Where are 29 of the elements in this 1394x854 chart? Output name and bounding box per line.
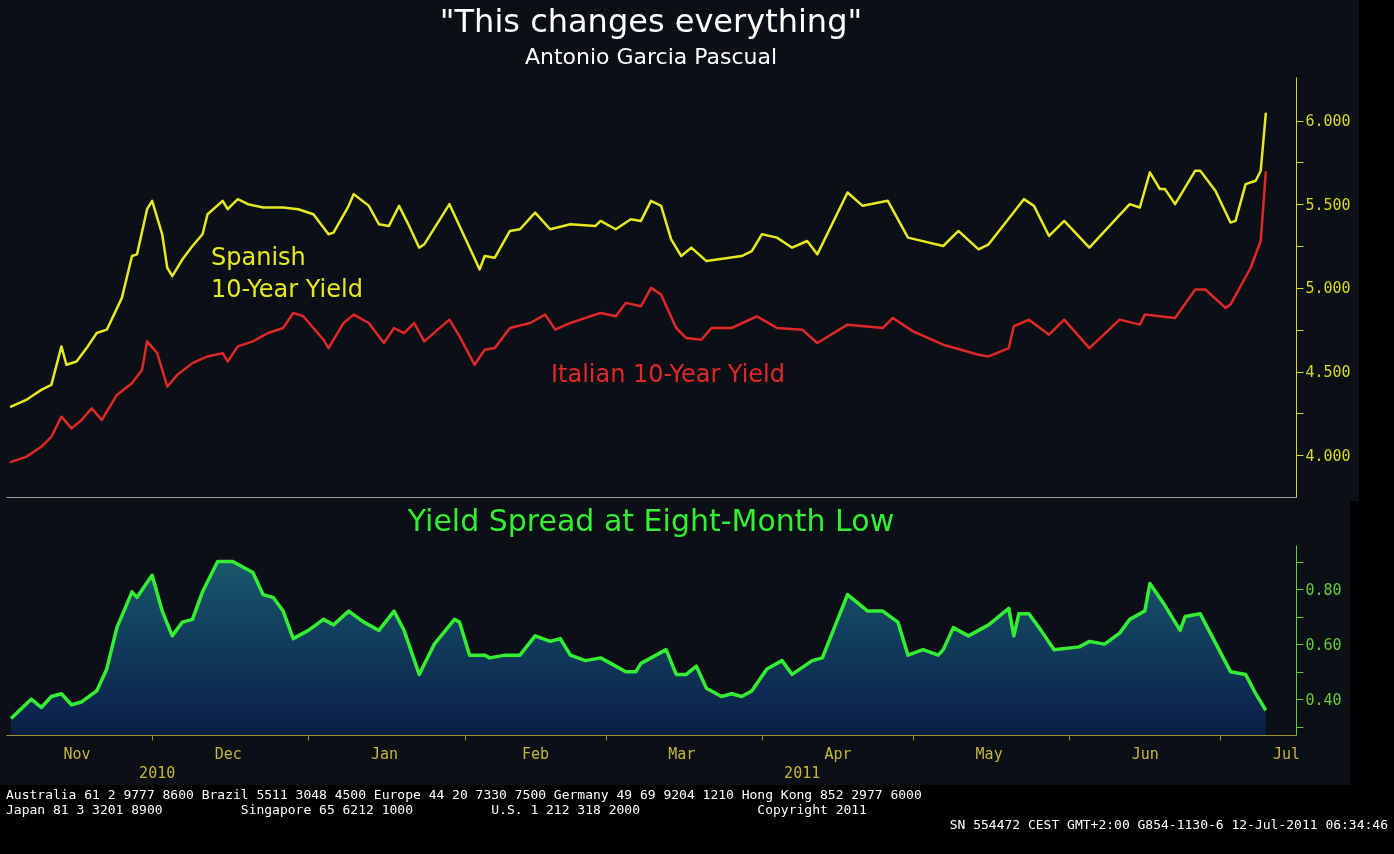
x-tick-label: May bbox=[975, 744, 1003, 763]
y-tick-label: 0.80 bbox=[1305, 580, 1342, 599]
y-tick-label: 4.500 bbox=[1305, 363, 1351, 381]
text: Australia 61 2 9777 8600 Brazil 5511 3048 4500 Europe 44 20 7330 7500 Germany 49 69 9204 1210 Hong Kong 852 2977 6000 bbox=[6, 787, 923, 802]
y-tick-label: 5.000 bbox=[1305, 279, 1351, 298]
line-series bbox=[9, 171, 1268, 464]
chart-title: Yield Spread at Eight-Month Low bbox=[406, 503, 895, 538]
series-label: Italian 10-Year Yield bbox=[551, 360, 786, 389]
x-tick-label: Jul bbox=[1272, 744, 1300, 763]
series-label: Spanish 10-Year Yield bbox=[211, 242, 363, 303]
x-tick-label: Mar bbox=[668, 744, 696, 763]
x-tick-label: Feb bbox=[522, 744, 550, 763]
line-series bbox=[9, 112, 1268, 408]
y-tick-label: 6.000 bbox=[1305, 112, 1351, 131]
x-tick-label: Jun bbox=[1131, 744, 1159, 763]
chart-subtitle: Antonio Garcia Pascual bbox=[524, 44, 778, 69]
y-tick-label: 0.40 bbox=[1305, 690, 1342, 709]
text: 2011 bbox=[784, 764, 821, 782]
text: 2010 bbox=[139, 764, 176, 782]
x-tick-label: Nov bbox=[63, 744, 91, 763]
x-tick-label: Apr bbox=[824, 744, 852, 763]
chart-title: "This changes everything" bbox=[439, 2, 863, 40]
y-tick-label: 0.60 bbox=[1305, 635, 1342, 654]
y-tick-label: 5.500 bbox=[1305, 195, 1351, 214]
text: Japan 81 3 3201 8900 Singapore 65 6212 1000 U.S. 1 212 318 2000 Copyright 2011 bbox=[6, 802, 868, 817]
y-tick-label: 4.000 bbox=[1305, 446, 1351, 465]
x-tick-label: Dec bbox=[214, 744, 242, 763]
x-tick-label: Jan bbox=[370, 744, 398, 763]
text: SN 554472 CEST GMT+2:00 G854-1130-6 12-Jul-2011 06:34:46 bbox=[948, 817, 1388, 832]
